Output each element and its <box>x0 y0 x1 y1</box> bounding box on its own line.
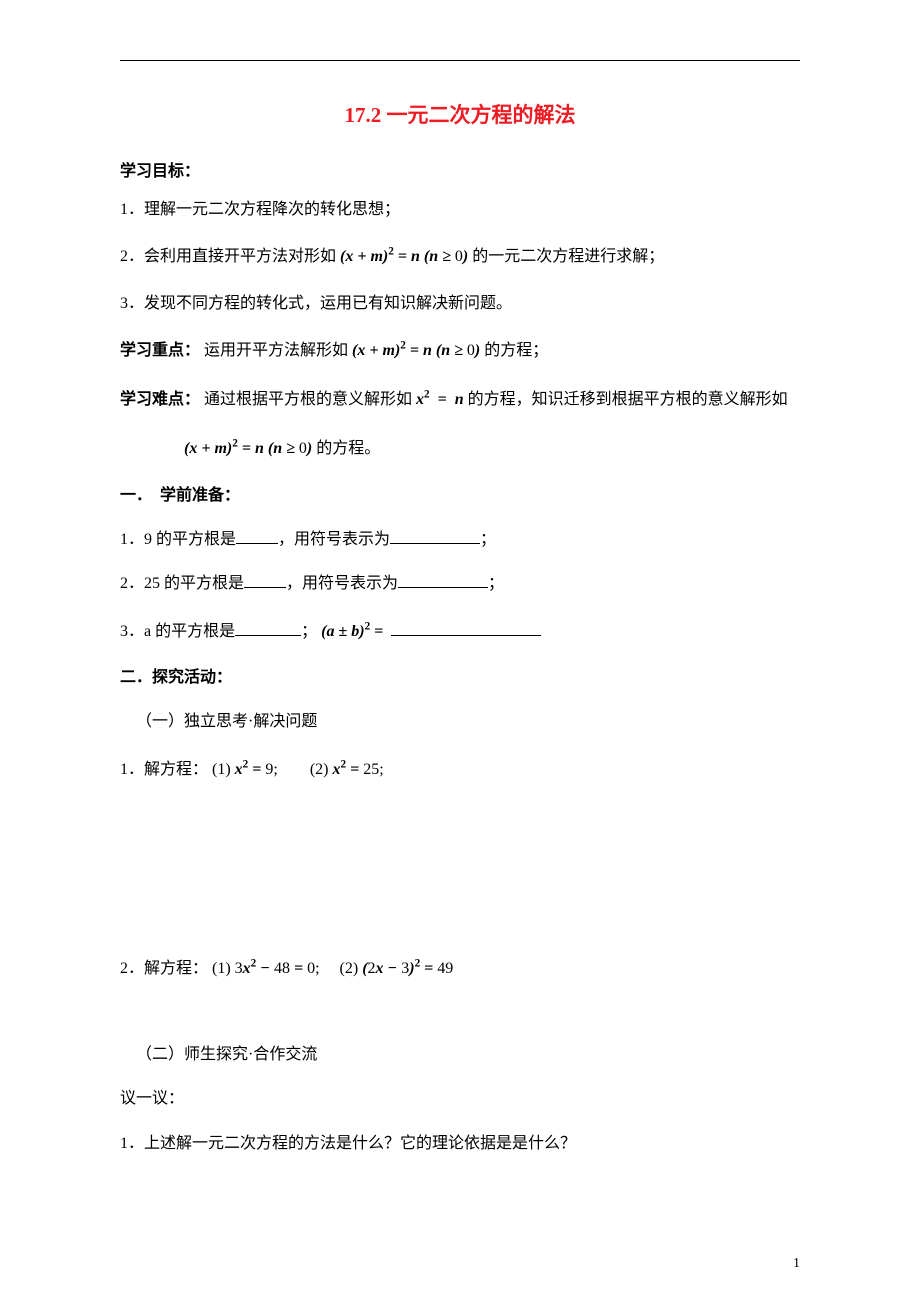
prep-item-1: 1．9 的平方根是 ，用符号表示为 ； <box>120 525 800 555</box>
solve1-prefix: 1．解方程： <box>120 761 208 778</box>
keypoint-label: 学习重点： <box>120 342 200 359</box>
difficulty-row: 学习难点： 通过根据平方根的意义解形如 x2 = n 的方程，知识迁移到根据平方… <box>120 382 800 417</box>
objective-2: 2．会利用直接开平方法对形如 (x + m)2 = n (n ≥ 0) 的一元二… <box>120 239 800 274</box>
difficulty-label: 学习难点： <box>120 391 200 408</box>
prep-item-3: 3．a 的平方根是 ； (a ± b)2 = <box>120 614 800 649</box>
keypoint-formula: (x + m)2 = n (n ≥ 0) <box>352 342 480 359</box>
keypoint-suffix: 的方程； <box>484 342 548 359</box>
objective-1: 1．理解一元二次方程降次的转化思想； <box>120 195 800 225</box>
difficulty-mid: 的方程，知识迁移到根据平方根的意义解形如 <box>468 391 788 408</box>
work-space <box>120 801 800 951</box>
blank-fill <box>398 587 488 588</box>
preparation-heading: 一． 学前准备： <box>120 481 800 511</box>
blank-fill <box>391 635 541 636</box>
difficulty-formula-2: (x + m)2 = n (n ≥ 0) <box>184 440 312 457</box>
prep3-formula: (a ± b)2 = <box>321 623 387 640</box>
explore-sub-1: （一）独立思考·解决问题 <box>120 707 800 737</box>
document-title: 17.2 一元二次方程的解法 <box>345 103 576 127</box>
difficulty-prefix: 通过根据平方根的意义解形如 <box>204 391 416 408</box>
keypoint-row: 学习重点： 运用开平方法解形如 (x + m)2 = n (n ≥ 0) 的方程… <box>120 333 800 368</box>
obj2-prefix: 2．会利用直接开平方法对形如 <box>120 248 336 265</box>
obj2-suffix: 的一元二次方程进行求解； <box>472 248 664 265</box>
prep3-b: ； <box>301 623 317 640</box>
blank-fill <box>236 543 278 544</box>
blank-fill <box>390 543 480 544</box>
difficulty-formula-1: x2 = n <box>416 391 464 408</box>
prep2-b: ，用符号表示为 <box>286 575 398 592</box>
blank-fill <box>244 587 286 588</box>
prep1-a: 1．9 的平方根是 <box>120 531 236 548</box>
difficulty-continuation: (x + m)2 = n (n ≥ 0) 的方程。 <box>120 431 800 466</box>
solve2-prefix: 2．解方程： <box>120 960 208 977</box>
obj2-formula: (x + m)2 = n (n ≥ 0) <box>340 248 468 265</box>
page-number: 1 <box>793 1256 800 1272</box>
solve2-formula: (1) 3x2 − 48 = 0; (2) (2x − 3)2 = 49 <box>212 960 453 977</box>
discuss-heading: 议一议： <box>120 1084 800 1114</box>
prep1-b: ，用符号表示为 <box>278 531 390 548</box>
prep2-c: ； <box>488 575 504 592</box>
solve1-formula: (1) x2 = 9; (2) x2 = 25; <box>212 761 384 778</box>
solve-problem-2: 2．解方程： (1) 3x2 − 48 = 0; (2) (2x − 3)2 =… <box>120 951 800 986</box>
prep-item-2: 2．25 的平方根是 ，用符号表示为 ； <box>120 569 800 599</box>
solve-problem-1: 1．解方程： (1) x2 = 9; (2) x2 = 25; <box>120 752 800 787</box>
title-container: 17.2 一元二次方程的解法 <box>120 99 800 129</box>
keypoint-prefix: 运用开平方法解形如 <box>204 342 348 359</box>
top-horizontal-rule <box>120 60 800 61</box>
objectives-heading: 学习目标： <box>120 157 800 181</box>
explore-sub-2: （二）师生探究·合作交流 <box>120 1040 800 1070</box>
difficulty-suffix: 的方程。 <box>316 440 380 457</box>
prep3-a: 3．a 的平方根是 <box>120 623 235 640</box>
objective-3: 3．发现不同方程的转化式，运用已有知识解决新问题。 <box>120 289 800 319</box>
blank-fill <box>235 635 301 636</box>
prep2-a: 2．25 的平方根是 <box>120 575 244 592</box>
explore-heading: 二．探究活动： <box>120 663 800 693</box>
discuss-question-1: 1．上述解一元二次方程的方法是什么？它的理论依据是是什么？ <box>120 1129 800 1159</box>
work-space <box>120 1000 800 1040</box>
prep1-c: ； <box>480 531 496 548</box>
